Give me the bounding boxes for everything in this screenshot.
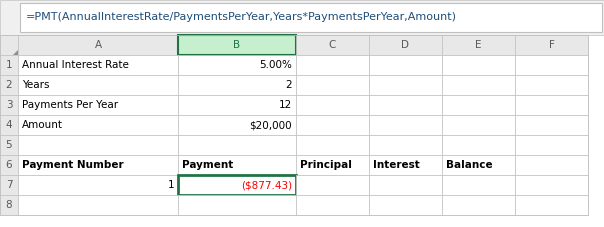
Bar <box>296 115 369 135</box>
Bar <box>369 115 442 135</box>
Bar <box>178 195 296 215</box>
Bar <box>515 155 588 175</box>
Text: Balance: Balance <box>446 160 493 170</box>
Bar <box>178 75 296 95</box>
Text: 12: 12 <box>279 100 292 110</box>
Text: A: A <box>94 40 101 50</box>
Bar <box>515 95 588 115</box>
Bar <box>18 135 178 155</box>
Bar <box>178 115 296 135</box>
Bar <box>18 195 178 215</box>
Text: Annual Interest Rate: Annual Interest Rate <box>22 60 129 70</box>
Bar <box>515 135 588 155</box>
Bar <box>178 175 296 195</box>
Text: 8: 8 <box>5 200 12 210</box>
Bar <box>0 0 604 35</box>
Text: Payments Per Year: Payments Per Year <box>22 100 118 110</box>
Text: Amount: Amount <box>22 120 63 130</box>
Bar <box>0 195 18 215</box>
Bar <box>369 155 442 175</box>
Bar <box>515 75 588 95</box>
Bar <box>178 135 296 155</box>
Text: 5.00%: 5.00% <box>259 60 292 70</box>
Bar <box>18 35 178 55</box>
Bar <box>18 155 178 175</box>
Bar <box>296 175 369 195</box>
Bar <box>18 55 178 75</box>
Bar <box>0 175 18 195</box>
Bar <box>369 55 442 75</box>
Text: Payment Number: Payment Number <box>22 160 124 170</box>
Bar <box>18 95 178 115</box>
Text: 1: 1 <box>167 180 174 190</box>
Text: Principal: Principal <box>300 160 352 170</box>
Bar <box>20 3 602 32</box>
Bar <box>0 155 18 175</box>
Bar <box>296 55 369 75</box>
Bar <box>0 135 18 155</box>
Text: 2: 2 <box>285 80 292 90</box>
Bar <box>515 115 588 135</box>
Text: $20,000: $20,000 <box>249 120 292 130</box>
Bar <box>18 115 178 135</box>
Text: Payment: Payment <box>182 160 233 170</box>
Bar <box>442 155 515 175</box>
Bar <box>515 35 588 55</box>
Text: Years: Years <box>22 80 50 90</box>
Text: E: E <box>475 40 482 50</box>
Text: D: D <box>402 40 410 50</box>
Bar <box>0 75 18 95</box>
Bar <box>369 95 442 115</box>
Bar <box>515 55 588 75</box>
Bar <box>296 35 369 55</box>
Bar <box>442 95 515 115</box>
Text: 6: 6 <box>5 160 12 170</box>
Bar <box>296 75 369 95</box>
Text: B: B <box>233 40 240 50</box>
Bar <box>369 75 442 95</box>
Bar <box>0 115 18 135</box>
Bar <box>296 135 369 155</box>
Bar <box>442 75 515 95</box>
Bar <box>369 35 442 55</box>
Text: 1: 1 <box>5 60 12 70</box>
Text: F: F <box>548 40 554 50</box>
Bar <box>515 175 588 195</box>
Polygon shape <box>13 50 18 55</box>
Bar <box>369 195 442 215</box>
Bar <box>0 35 588 215</box>
Text: Interest: Interest <box>373 160 420 170</box>
Bar <box>0 35 18 55</box>
Bar <box>178 35 296 55</box>
Text: 2: 2 <box>5 80 12 90</box>
Text: C: C <box>329 40 336 50</box>
Text: 5: 5 <box>5 140 12 150</box>
Bar <box>442 115 515 135</box>
Bar <box>178 155 296 175</box>
Bar <box>515 195 588 215</box>
Bar <box>442 195 515 215</box>
Text: 7: 7 <box>5 180 12 190</box>
Bar <box>178 95 296 115</box>
Bar <box>442 35 515 55</box>
Bar <box>296 155 369 175</box>
Bar <box>442 175 515 195</box>
Bar <box>296 195 369 215</box>
Bar <box>442 55 515 75</box>
Bar <box>178 55 296 75</box>
Bar <box>0 95 18 115</box>
Bar <box>369 135 442 155</box>
Bar <box>0 55 18 75</box>
Text: ($877.43): ($877.43) <box>241 180 292 190</box>
Bar <box>442 135 515 155</box>
Bar <box>369 175 442 195</box>
Text: 3: 3 <box>5 100 12 110</box>
Bar <box>296 95 369 115</box>
Text: =PMT(AnnualInterestRate/PaymentsPerYear,Years*PaymentsPerYear,Amount): =PMT(AnnualInterestRate/PaymentsPerYear,… <box>26 12 457 22</box>
Bar <box>18 75 178 95</box>
Text: 4: 4 <box>5 120 12 130</box>
Bar <box>18 175 178 195</box>
